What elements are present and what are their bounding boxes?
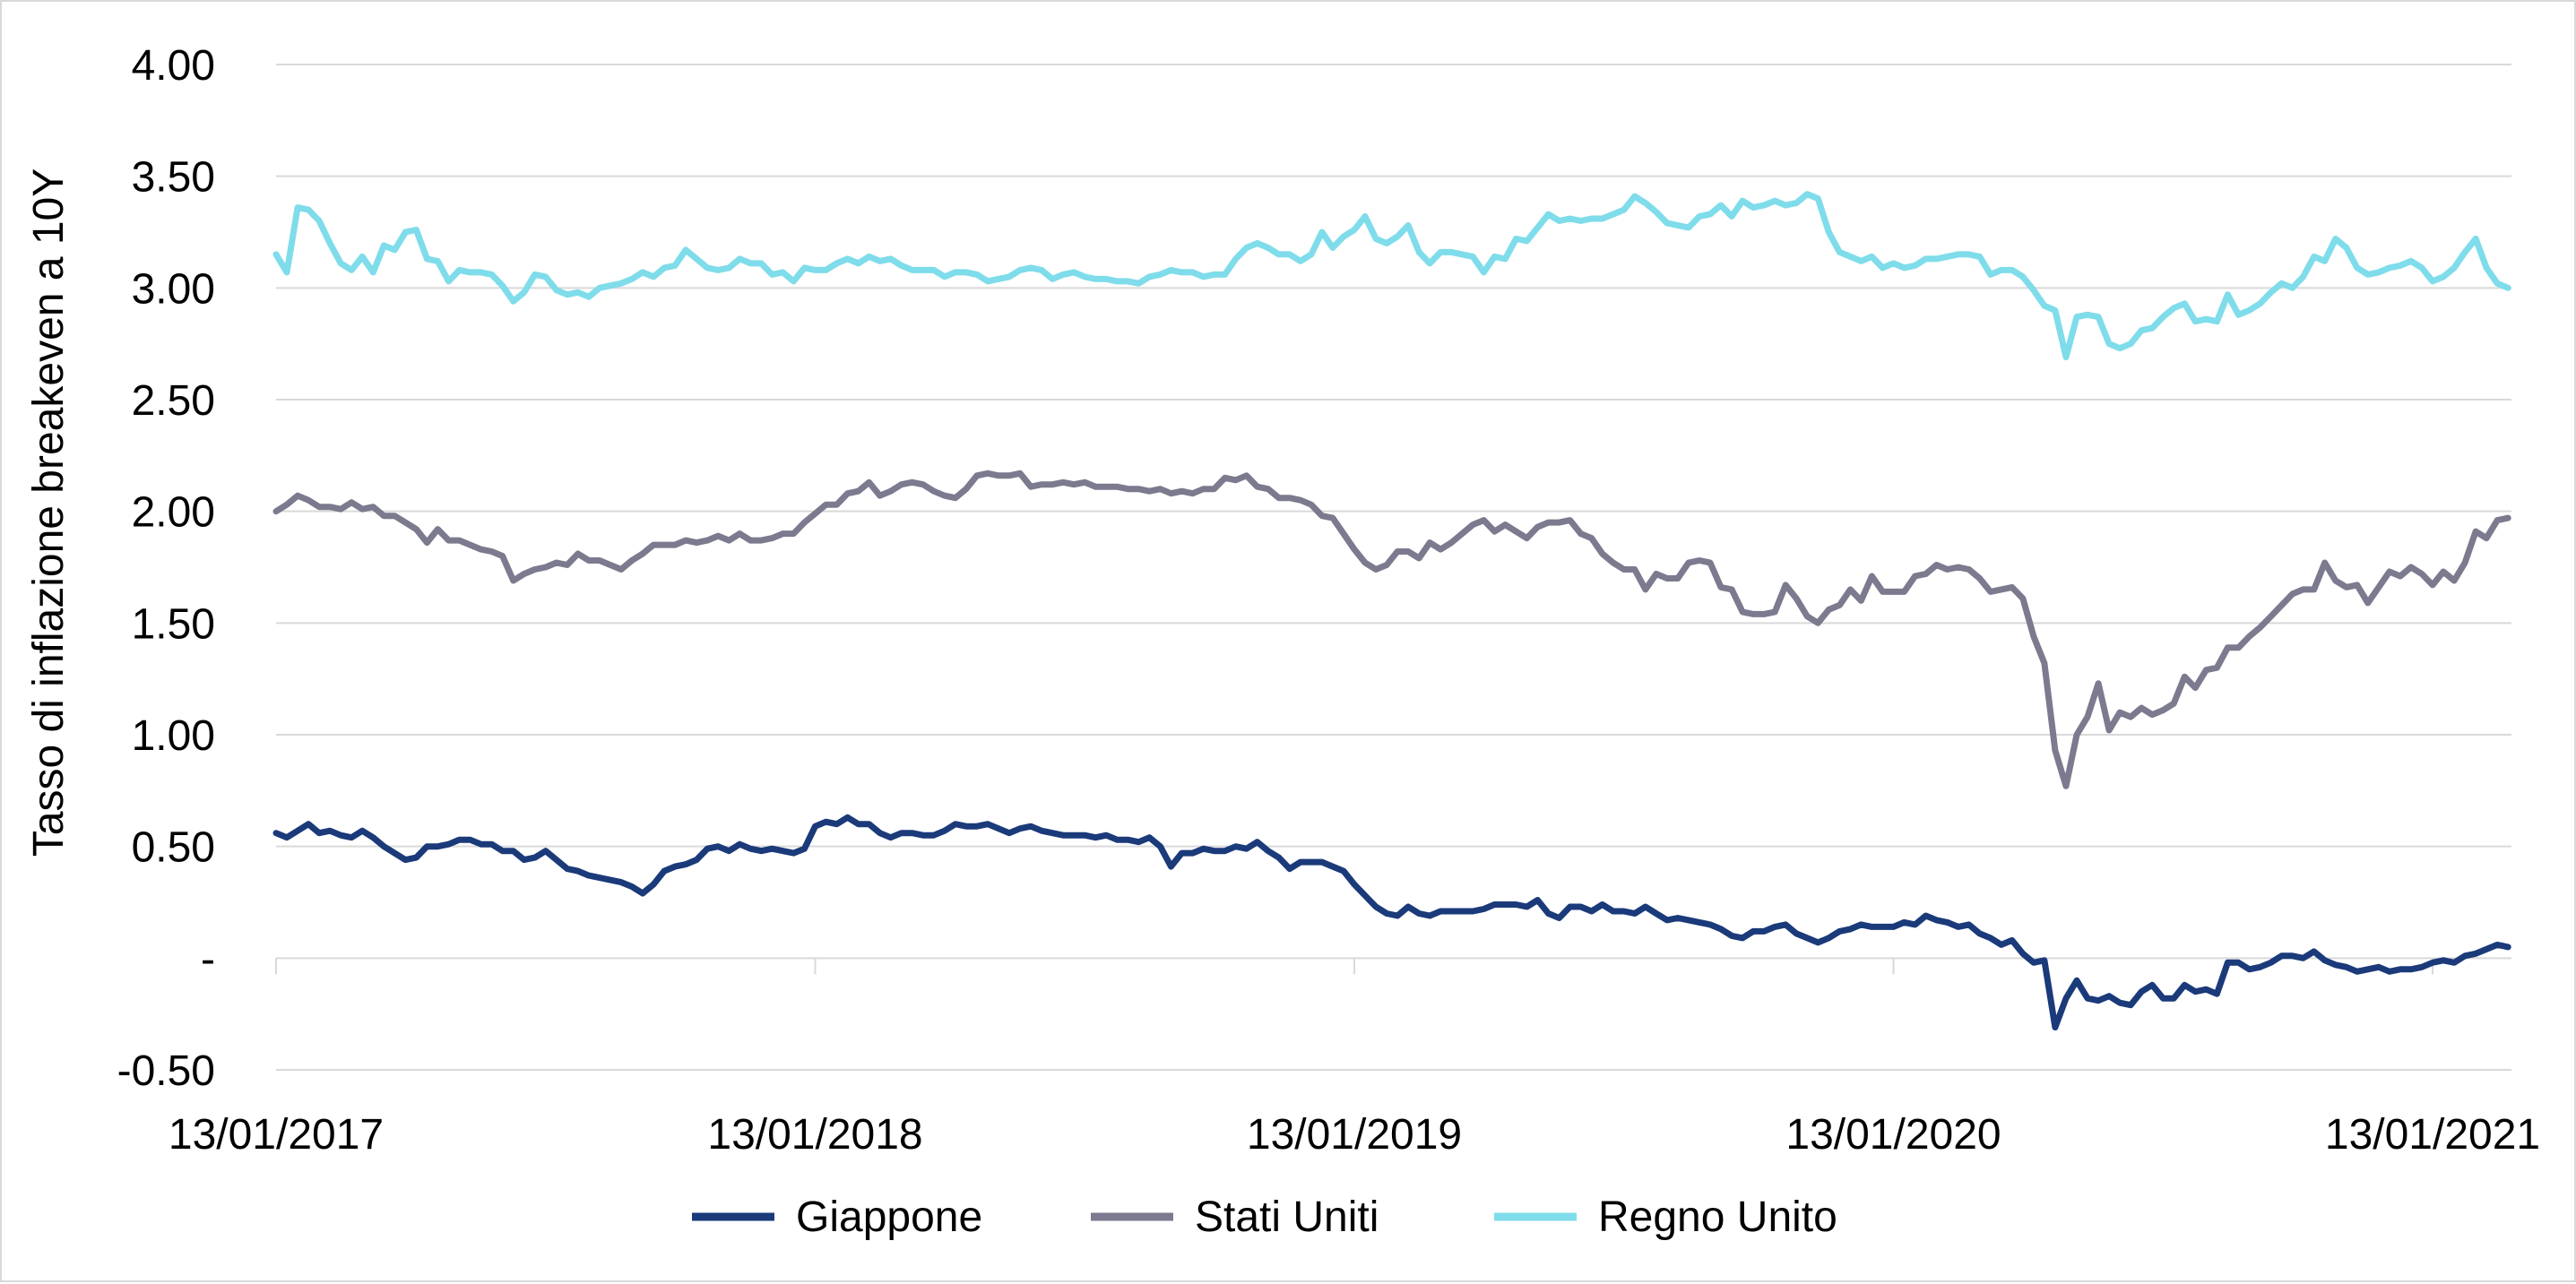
- series-lines: [272, 191, 2511, 1031]
- y-tick-label-6: 1.00: [132, 712, 215, 760]
- series-line-stati-uniti: [272, 470, 2511, 789]
- y-tick-label-4: 2.00: [132, 489, 215, 537]
- legend-label-giappone: Giappone: [796, 1194, 982, 1241]
- y-tick-label-1: 3.50: [132, 154, 215, 202]
- x-tick-labels: 13/01/2017 13/01/2018 13/01/2019 13/01/2020…: [169, 1111, 2540, 1159]
- y-tick-labels: 4.00 3.50 3.00 2.50 2.00 1.50 1.00 0.50 - -0.50: [117, 42, 215, 1095]
- x-tick-label-2: 13/01/2019: [1247, 1111, 1462, 1159]
- legend-label-stati-uniti: Stati Uniti: [1195, 1194, 1379, 1241]
- series-line-regno-unito: [272, 191, 2511, 361]
- y-tick-label-3: 2.50: [132, 377, 215, 425]
- legend: Giappone Stati Uniti Regno Unito: [692, 1194, 1837, 1241]
- axes: [275, 957, 2511, 975]
- x-tick-label-3: 13/01/2020: [1785, 1111, 2001, 1159]
- y-tick-label-8: -: [201, 935, 215, 983]
- series-line-giappone: [272, 814, 2511, 1031]
- x-tick-label-0: 13/01/2017: [169, 1111, 384, 1159]
- y-axis-title: Tasso di inflazione breakeven a 10Y: [25, 168, 73, 857]
- y-tick-label-2: 3.00: [132, 265, 215, 313]
- x-tick-label-4: 13/01/2021: [2325, 1111, 2540, 1159]
- y-tick-label-0: 4.00: [132, 42, 215, 90]
- legend-label-regno-unito: Regno Unito: [1598, 1194, 1837, 1241]
- x-tick-label-1: 13/01/2018: [707, 1111, 922, 1159]
- y-tick-label-7: 0.50: [132, 824, 215, 872]
- y-tick-label-9: -0.50: [117, 1047, 215, 1095]
- gridlines: [276, 64, 2511, 1071]
- y-tick-label-5: 1.50: [132, 600, 215, 648]
